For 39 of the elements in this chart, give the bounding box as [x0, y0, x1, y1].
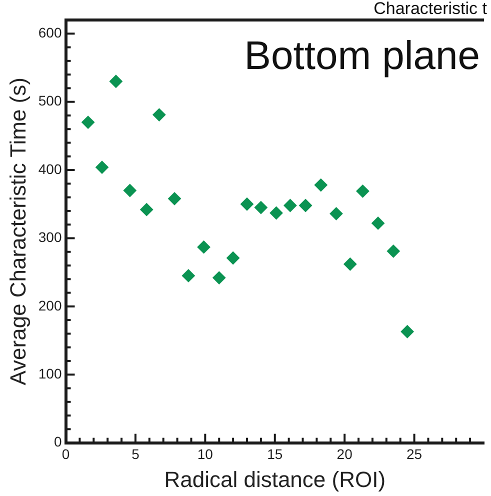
y-tick-label: 400	[38, 160, 62, 177]
point	[152, 108, 166, 122]
point	[96, 160, 109, 174]
x-tick-label: 25	[406, 446, 422, 462]
y-tick-label: 200	[38, 297, 62, 314]
x-tick-label: 5	[132, 446, 140, 462]
y-axis-title: Average Characteristic Time (s)	[5, 78, 30, 386]
point	[82, 116, 95, 129]
point	[182, 269, 195, 282]
point	[226, 251, 240, 264]
point	[344, 258, 357, 271]
point	[386, 244, 400, 258]
annotation: Bottom plane	[244, 34, 480, 78]
point	[109, 74, 122, 88]
y-tick-label: 100	[38, 365, 62, 382]
point	[254, 201, 268, 214]
x-tick-label: 15	[267, 446, 283, 462]
x-tick-label: 10	[197, 446, 214, 462]
y-tick-label: 500	[38, 92, 62, 109]
y-tick-label: 600	[38, 24, 62, 40]
point	[330, 207, 343, 220]
y-tick-label: 0	[54, 434, 62, 450]
point	[284, 198, 297, 212]
point	[400, 325, 414, 338]
point	[140, 203, 154, 216]
point	[314, 178, 328, 192]
point	[123, 184, 136, 197]
x-tick-label: 20	[336, 446, 353, 462]
x-axis-title: Radical distance (ROI)	[164, 466, 386, 492]
y-tick-label: 300	[38, 229, 62, 246]
point	[197, 240, 210, 254]
point	[356, 184, 370, 198]
point	[270, 206, 283, 220]
point	[212, 271, 226, 284]
point	[168, 192, 181, 206]
point	[372, 216, 385, 230]
point	[299, 198, 312, 212]
chart-title: Characteristic t	[374, 0, 487, 18]
point	[240, 198, 254, 211]
